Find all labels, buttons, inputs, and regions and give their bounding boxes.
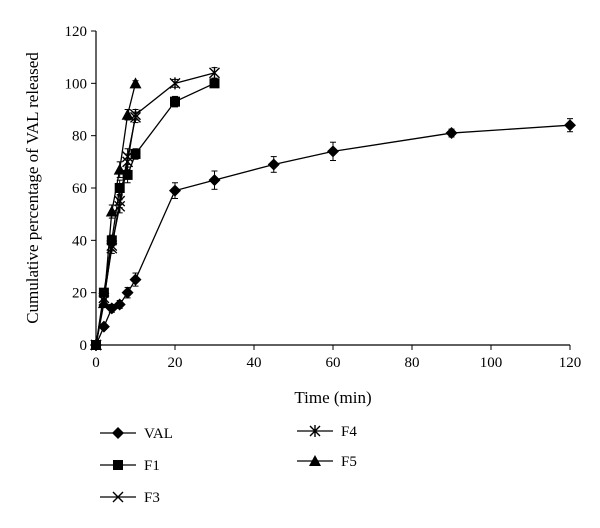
- y-tick-label: 120: [65, 24, 88, 40]
- data-point-f4: [209, 66, 220, 79]
- data-point-f5: [129, 77, 142, 89]
- data-point-f5: [90, 339, 102, 350]
- data-point-f4: [114, 200, 126, 213]
- y-tick-label: 20: [72, 286, 87, 302]
- data-point-f5: [121, 108, 134, 120]
- data-point-val: [169, 184, 181, 197]
- y-tick-label: 60: [72, 181, 87, 197]
- legend-marker-f1: [113, 460, 123, 470]
- legend-label-f5: F5: [341, 454, 357, 470]
- data-point-val: [445, 127, 458, 140]
- legend-item-val: VAL: [100, 426, 173, 442]
- series-f5: [90, 77, 142, 350]
- series-val: [90, 118, 576, 351]
- data-point-f4: [122, 155, 134, 168]
- y-tick-label: 100: [65, 76, 88, 92]
- x-tick-label: 60: [326, 355, 341, 371]
- data-point-val: [121, 286, 134, 299]
- x-tick-label: 100: [480, 355, 503, 371]
- data-point-val: [267, 158, 280, 171]
- data-point-f5: [105, 205, 118, 217]
- x-tick-label: 120: [559, 355, 582, 371]
- legend-marker-f3: [112, 491, 124, 503]
- data-point-f1: [98, 287, 109, 298]
- data-point-f1: [114, 183, 125, 193]
- data-point-val: [97, 320, 110, 333]
- data-point-val: [129, 273, 142, 286]
- y-axis-label: Cumulative percentage of VAL released: [23, 52, 42, 324]
- legend-label-val: VAL: [144, 426, 173, 442]
- legend-label-f4: F4: [341, 424, 357, 440]
- legend-label-f1: F1: [144, 458, 160, 474]
- data-point-f1: [130, 148, 141, 159]
- series-layer: [90, 66, 576, 351]
- legend-item-f5: F5: [297, 454, 357, 470]
- legend-label-f3: F3: [144, 490, 160, 506]
- data-point-f1: [122, 169, 133, 180]
- y-tick-label: 80: [72, 129, 87, 145]
- legend-item-f3: F3: [100, 490, 160, 506]
- series-f3: [90, 111, 141, 351]
- data-point-f5: [97, 297, 110, 309]
- axes: 0 20 40 60 80 100 120 0 20 40 60 80 100 120: [65, 24, 582, 371]
- data-point-f5: [113, 163, 126, 175]
- legend-item-f4: F4: [297, 424, 357, 440]
- legend-marker-val: [112, 427, 124, 439]
- x-tick-label: 40: [247, 355, 262, 371]
- data-point-val: [327, 145, 339, 158]
- y-tick-label: 0: [80, 338, 88, 354]
- legend-marker-f4: [309, 425, 321, 437]
- x-tick-label: 0: [92, 355, 100, 371]
- y-tick-label: 40: [72, 233, 87, 249]
- legend-item-f1: F1: [100, 458, 160, 474]
- legend-marker-f5: [309, 455, 321, 466]
- data-point-f1: [170, 96, 180, 107]
- data-point-f4: [169, 77, 181, 90]
- legend: VAL F1 F3 F4 F5: [100, 424, 357, 506]
- x-tick-label: 20: [168, 355, 183, 371]
- x-axis-label: Time (min): [294, 388, 371, 407]
- data-point-val: [113, 298, 126, 311]
- data-point-val: [564, 119, 576, 132]
- data-point-f1: [209, 78, 220, 89]
- x-tick-label: 80: [405, 355, 420, 371]
- data-point-val: [208, 174, 221, 187]
